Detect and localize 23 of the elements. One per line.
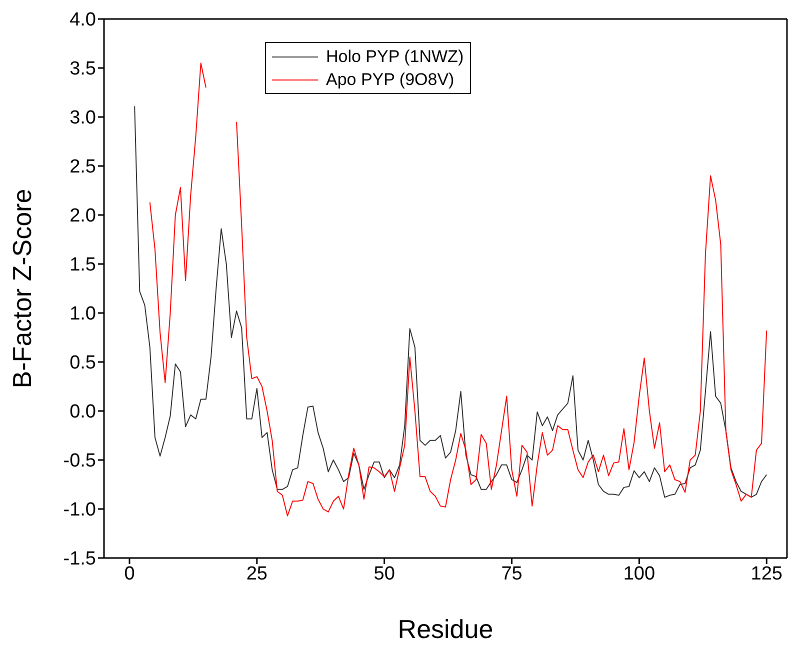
line-series: [134, 106, 768, 498]
x-tick-label: 25: [246, 563, 268, 584]
x-tick-label: 0: [124, 563, 135, 584]
x-axis-title: Residue: [398, 614, 494, 644]
y-tick-label: 2.5: [70, 156, 96, 178]
y-tick-label: 0.5: [70, 352, 96, 374]
y-tick-label: -1.5: [63, 548, 96, 570]
y-tick-label: -1.0: [63, 500, 96, 521]
x-tick-label: 50: [374, 563, 395, 584]
y-tick-label: 1.0: [70, 304, 96, 325]
y-tick-label: 0.0: [70, 402, 96, 423]
legend-label: Apo PYP (9O8V): [326, 69, 454, 91]
y-tick-label: 3.5: [70, 58, 96, 80]
y-tick-label: 4.0: [70, 10, 96, 31]
x-tick-label: 125: [750, 563, 782, 584]
x-tick-label: 75: [501, 563, 522, 584]
y-tick-label: -0.5: [63, 450, 96, 472]
x-tick-label: 100: [623, 563, 656, 584]
y-tick-label: 3.0: [70, 108, 96, 129]
legend-label: Holo PYP (1NWZ): [326, 46, 464, 68]
y-axis-title: B-Factor Z-Score: [7, 188, 38, 388]
y-tick-label: 1.5: [70, 254, 96, 276]
y-tick-label: 2.0: [70, 206, 96, 227]
